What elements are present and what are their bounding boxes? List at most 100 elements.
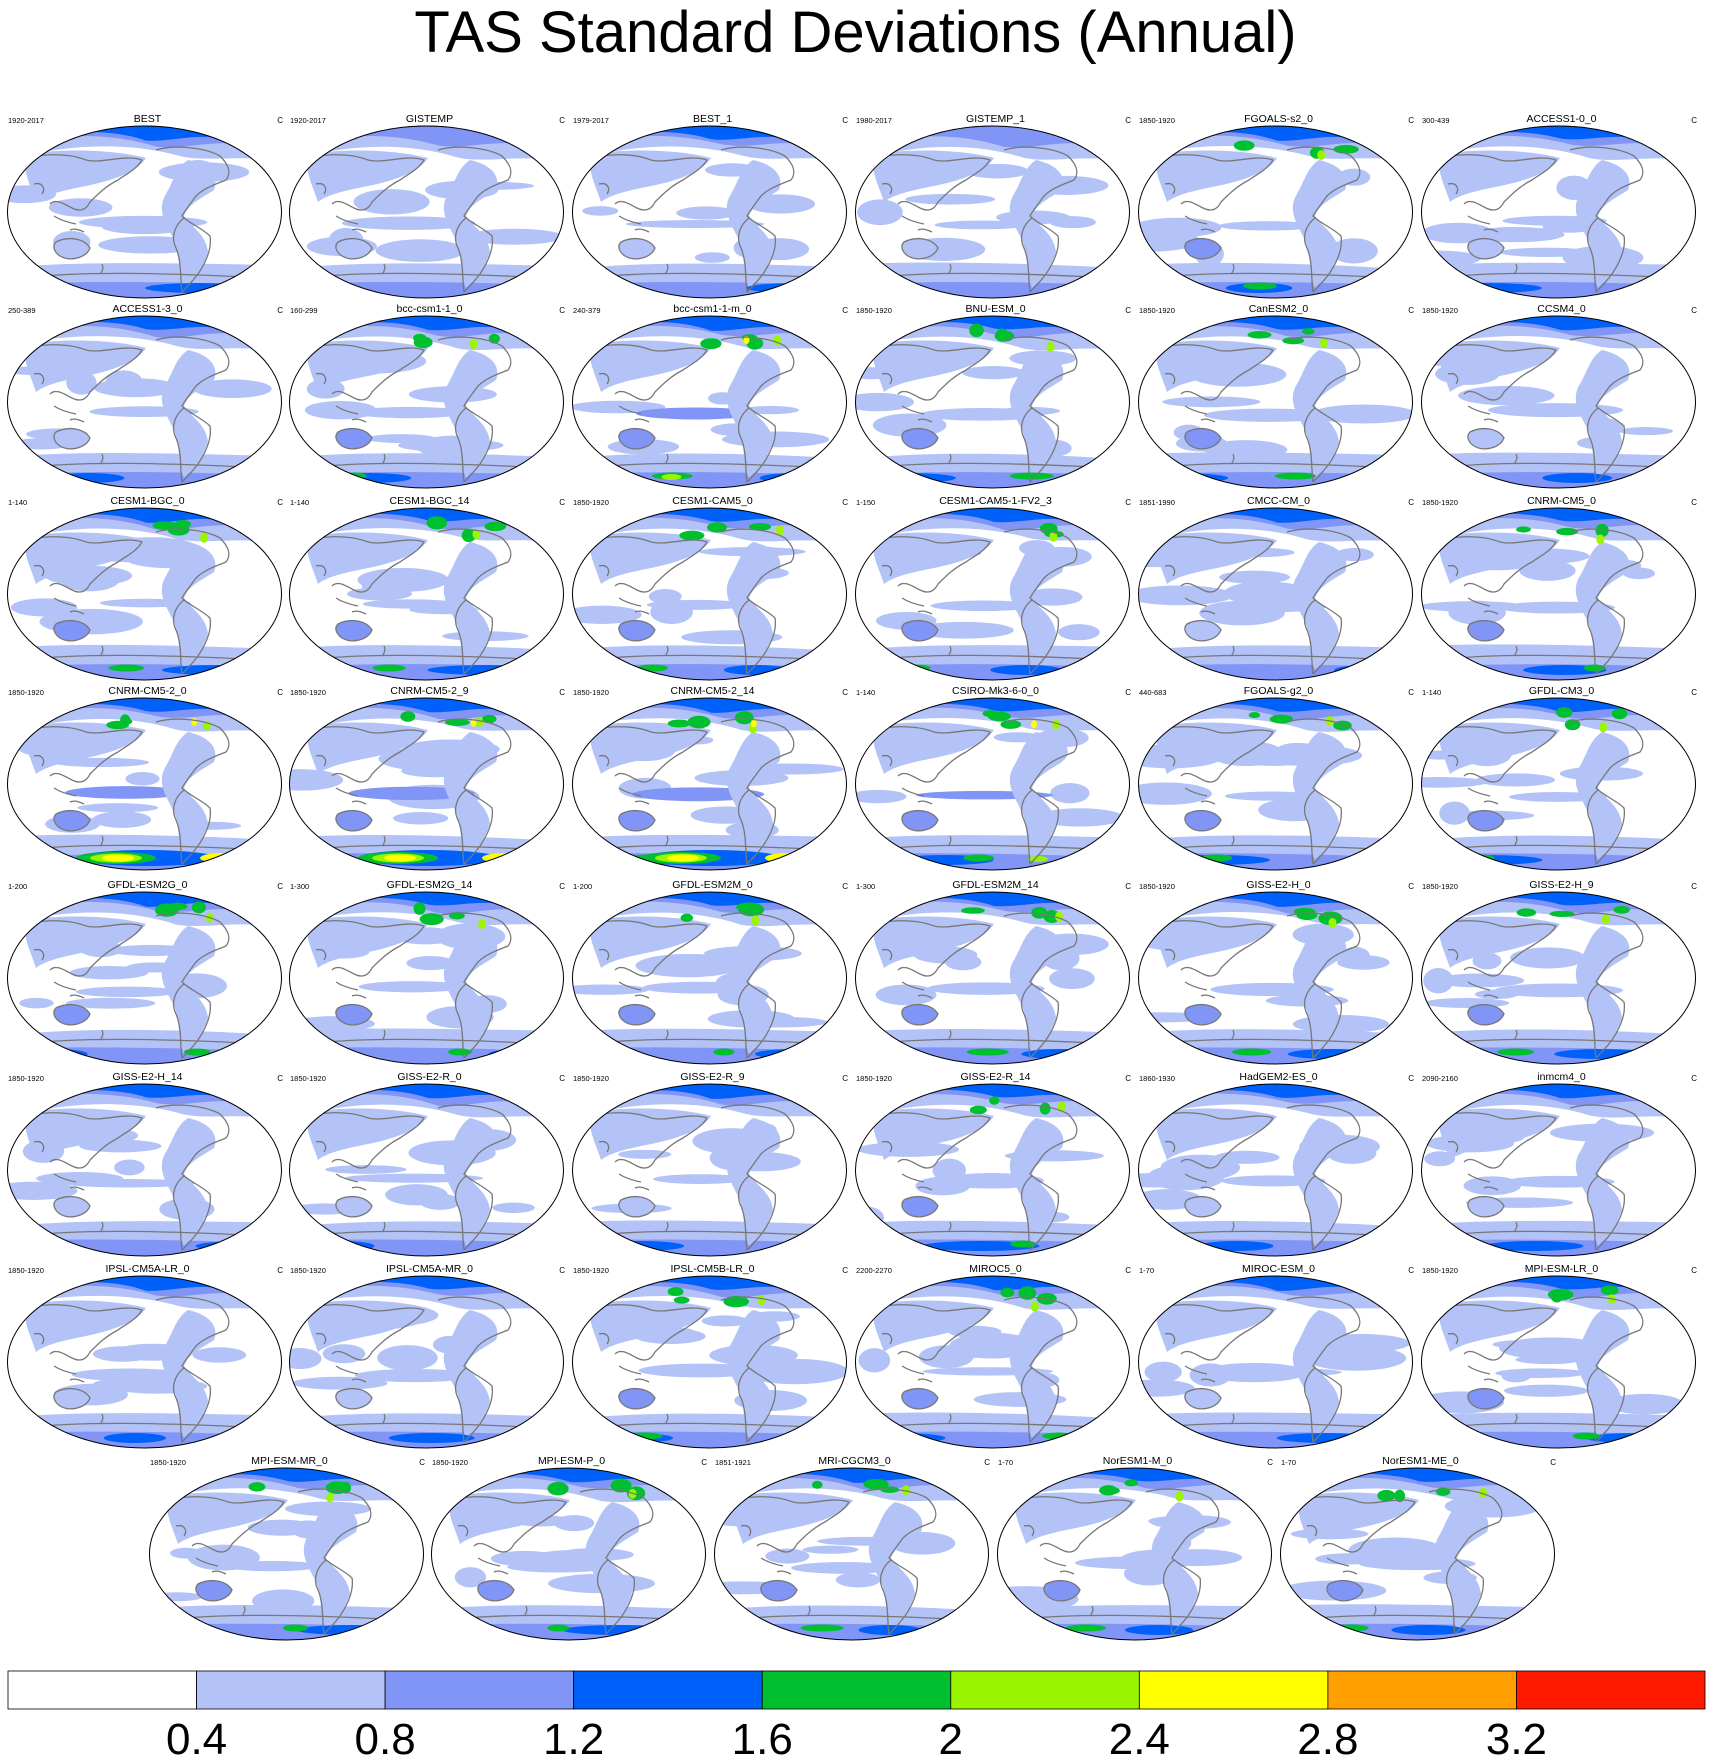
panel-period: 1850-1920: [573, 1266, 609, 1275]
map-plot: [1138, 315, 1413, 489]
panel-units: C: [842, 116, 848, 125]
panel-period: 1-300: [290, 882, 310, 891]
panel-units: C: [1408, 1074, 1414, 1083]
colorbar-swatch: [196, 1670, 386, 1710]
panel-title: FGOALS-g2_0: [1243, 685, 1314, 697]
map-panel: FGOALS-s2_0 1850-1920 C: [1137, 110, 1420, 302]
figure-title: TAS Standard Deviations (Annual): [414, 0, 1297, 65]
panel-period: 1850-1920: [290, 688, 326, 697]
map-panel: BEST_1 1979-2017 C: [571, 110, 854, 302]
panel-period: 1850-1920: [573, 498, 609, 507]
map-panel: MIROC5_0 2200-2270 C: [854, 1260, 1137, 1452]
panel-units: C: [701, 1458, 707, 1467]
map-panel: CCSM4_0 1850-1920 C: [1420, 300, 1703, 492]
map-plot: [149, 1467, 424, 1641]
map-plot: [289, 697, 564, 871]
panel-title: GFDL-ESM2G_0: [107, 879, 188, 891]
panel-period: 1-70: [1139, 1266, 1155, 1275]
panel-title: CanESM2_0: [1248, 303, 1309, 315]
map-plot: [855, 891, 1130, 1065]
map-panel: CanESM2_0 1850-1920 C: [1137, 300, 1420, 492]
map-panel: NorESM1-M_0 1-70 C: [996, 1452, 1279, 1644]
panel-period: 300-439: [1422, 116, 1450, 125]
panel-units: C: [559, 882, 565, 891]
panel-units: C: [1691, 306, 1697, 315]
map-panel: MRI-CGCM3_0 1851-1921 C: [713, 1452, 996, 1644]
map-panel: IPSL-CM5A-LR_0 1850-1920 C: [6, 1260, 289, 1452]
panel-period: 250-389: [8, 306, 36, 315]
panel-units: C: [277, 688, 283, 697]
panel-units: C: [277, 1266, 283, 1275]
panel-units: C: [1408, 882, 1414, 891]
panel-units: C: [277, 1074, 283, 1083]
map-panel: GISTEMP 1920-2017 C: [288, 110, 571, 302]
map-plot: [1421, 891, 1696, 1065]
panel-title: GISS-E2-R_14: [960, 1071, 1031, 1083]
map-plot: [7, 1083, 282, 1257]
panel-title: CNRM-CM5-2_9: [390, 685, 469, 697]
panel-title: IPSL-CM5A-MR_0: [386, 1263, 473, 1275]
map-panel: ACCESS1-0_0 300-439 C: [1420, 110, 1703, 302]
colorbar-tick-label: 2.8: [1297, 1715, 1358, 1761]
map-plot: [289, 507, 564, 681]
panel-units: C: [1691, 1074, 1697, 1083]
panel-title: HadGEM2-ES_0: [1239, 1071, 1318, 1083]
panel-period: 1-200: [8, 882, 28, 891]
panel-title: CNRM-CM5-2_14: [670, 685, 755, 697]
panel-title: CESM1-CAM5_0: [672, 495, 753, 507]
panel-period: 1850-1920: [1139, 306, 1175, 315]
map-panel: BEST 1920-2017 C: [6, 110, 289, 302]
panel-title: bcc-csm1-1-m_0: [673, 303, 752, 315]
panel-period: 1-70: [998, 1458, 1014, 1467]
panel-period: 1-140: [8, 498, 28, 507]
panel-period: 440-683: [1139, 688, 1167, 697]
panel-title: GISS-E2-H_0: [1246, 879, 1311, 891]
map-plot: [1138, 1275, 1413, 1449]
map-panel: MPI-ESM-P_0 1850-1920 C: [430, 1452, 713, 1644]
map-panel: MIROC-ESM_0 1-70 C: [1137, 1260, 1420, 1452]
map-panel: MPI-ESM-LR_0 1850-1920 C: [1420, 1260, 1703, 1452]
panel-units: C: [1408, 1266, 1414, 1275]
colorbar-tick-label: 0.8: [355, 1715, 416, 1761]
panel-period: 1850-1920: [573, 1074, 609, 1083]
panel-period: 1-140: [1422, 688, 1442, 697]
panel-title: GISS-E2-R_0: [397, 1071, 462, 1083]
map-plot: [1421, 1275, 1696, 1449]
panel-title: bcc-csm1-1_0: [396, 303, 463, 315]
panel-period: 1850-1920: [8, 1074, 44, 1083]
map-plot: [1421, 1083, 1696, 1257]
panel-title: MIROC5_0: [969, 1263, 1022, 1275]
panel-units: C: [1691, 1266, 1697, 1275]
map-panel: CNRM-CM5-2_0 1850-1920 C: [6, 682, 289, 874]
panel-period: 1850-1920: [1139, 116, 1175, 125]
map-panel: ACCESS1-3_0 250-389 C: [6, 300, 289, 492]
map-plot: [289, 1083, 564, 1257]
map-panel: CNRM-CM5_0 1850-1920 C: [1420, 492, 1703, 684]
panel-period: 1920-2017: [290, 116, 326, 125]
map-panel: bcc-csm1-1-m_0 240-379 C: [571, 300, 854, 492]
panel-title: CSIRO-Mk3-6-0_0: [952, 685, 1039, 697]
panel-title: NorESM1-M_0: [1102, 1455, 1173, 1467]
panel-title: GFDL-ESM2M_0: [672, 879, 753, 891]
panel-units: C: [1125, 882, 1131, 891]
panel-period: 1850-1920: [1422, 882, 1458, 891]
map-panel: GFDL-ESM2G_0 1-200 C: [6, 876, 289, 1068]
panel-units: C: [842, 882, 848, 891]
map-panel: CNRM-CM5-2_14 1850-1920 C: [571, 682, 854, 874]
panel-period: 1851-1921: [715, 1458, 751, 1467]
panel-title: MPI-ESM-MR_0: [251, 1455, 328, 1467]
panel-period: 1-140: [856, 688, 876, 697]
panel-title: ACCESS1-0_0: [1526, 113, 1597, 125]
panel-title: IPSL-CM5A-LR_0: [105, 1263, 190, 1275]
panel-period: 2090-2160: [1422, 1074, 1458, 1083]
map-panel: IPSL-CM5B-LR_0 1850-1920 C: [571, 1260, 854, 1452]
panel-grid: BEST 1920-2017 C GISTEMP 1920-2017 C BEST_1 197…: [6, 110, 1703, 1644]
panel-units: C: [559, 498, 565, 507]
map-panel: GISTEMP_1 1980-2017 C: [854, 110, 1137, 302]
map-panel: GFDL-CM3_0 1-140 C: [1420, 682, 1703, 874]
panel-units: C: [559, 116, 565, 125]
panel-period: 1-70: [1281, 1458, 1297, 1467]
colorbar-swatch: [1138, 1670, 1329, 1710]
map-plot: [855, 697, 1130, 871]
panel-title: GISS-E2-H_9: [1529, 879, 1594, 891]
